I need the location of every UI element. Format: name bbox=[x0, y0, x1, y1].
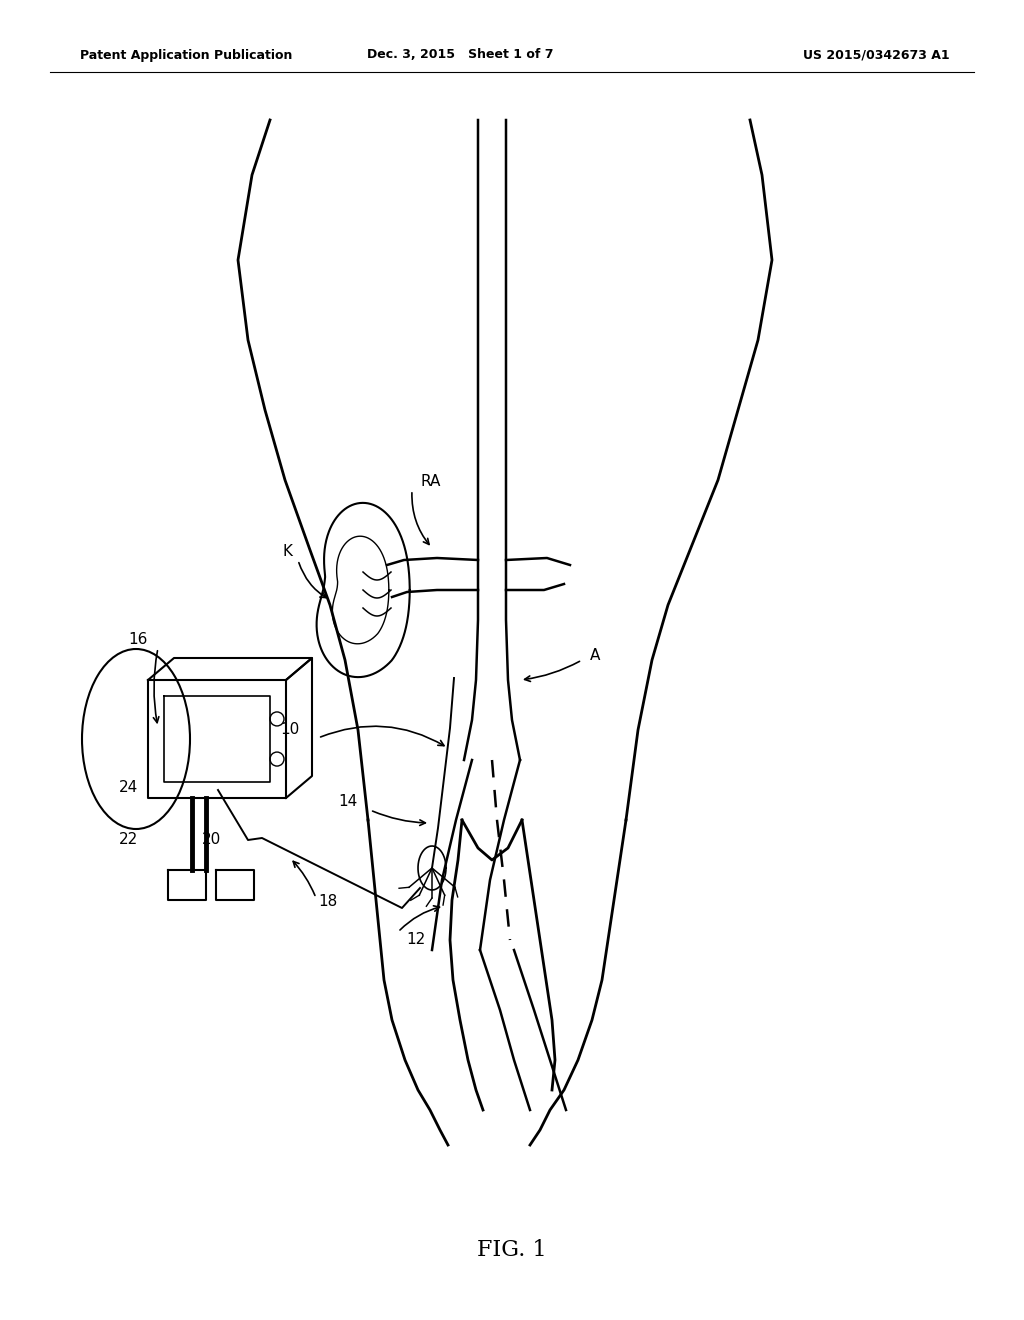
Text: Dec. 3, 2015   Sheet 1 of 7: Dec. 3, 2015 Sheet 1 of 7 bbox=[367, 49, 553, 62]
Text: RA: RA bbox=[420, 474, 440, 490]
Text: 10: 10 bbox=[281, 722, 300, 738]
Text: 18: 18 bbox=[318, 895, 337, 909]
Text: 12: 12 bbox=[406, 932, 425, 948]
Text: 16: 16 bbox=[129, 632, 148, 648]
Text: 22: 22 bbox=[119, 833, 138, 847]
Text: Patent Application Publication: Patent Application Publication bbox=[80, 49, 293, 62]
Text: 24: 24 bbox=[119, 780, 138, 796]
Text: 20: 20 bbox=[202, 833, 221, 847]
Text: A: A bbox=[590, 648, 600, 663]
Text: FIG. 1: FIG. 1 bbox=[477, 1239, 547, 1261]
Text: 14: 14 bbox=[339, 795, 358, 809]
Text: K: K bbox=[283, 544, 293, 560]
Text: US 2015/0342673 A1: US 2015/0342673 A1 bbox=[804, 49, 950, 62]
